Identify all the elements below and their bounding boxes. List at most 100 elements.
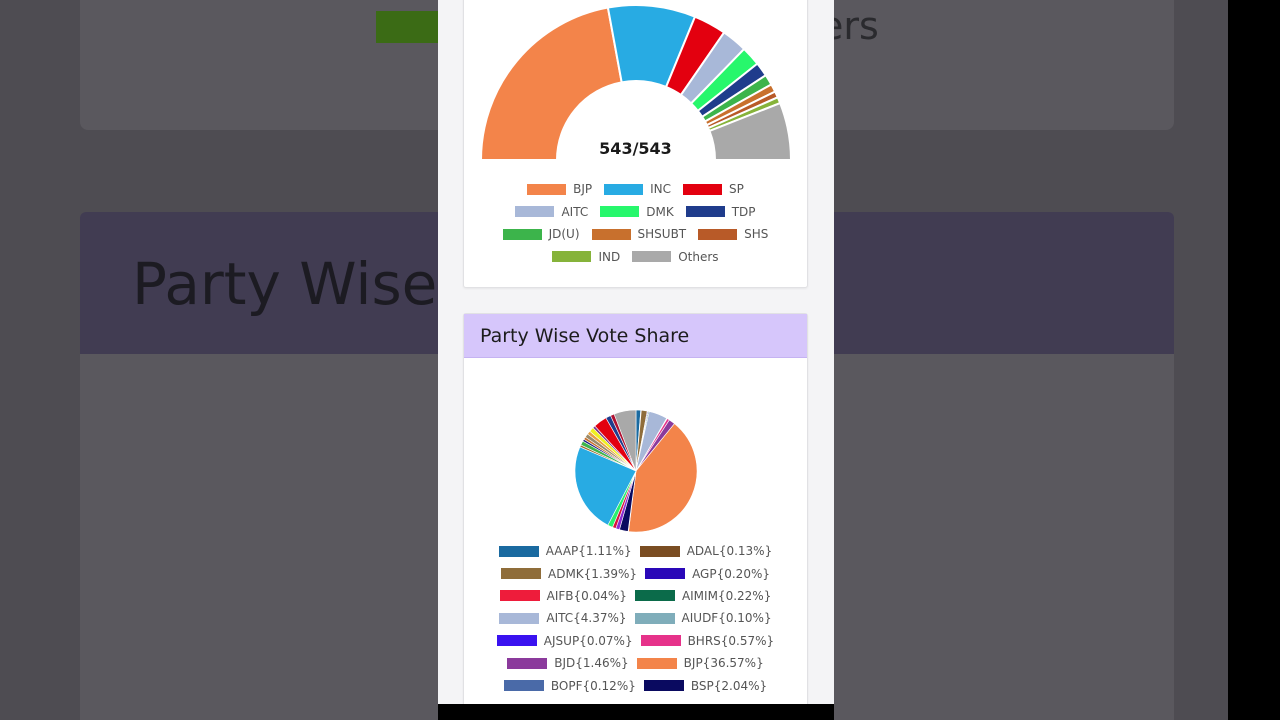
vote-legend-item-bhrs[interactable]: BHRS{0.57%} bbox=[640, 633, 775, 648]
vote-legend-item-ajsup[interactable]: AJSUP{0.07%} bbox=[496, 633, 633, 648]
seat-share-card: 543/543 BJP INC SP AITC DMK TDP JD(U) SHSUBT SHS… bbox=[463, 0, 808, 288]
legend-swatch bbox=[502, 228, 542, 240]
legend-swatch bbox=[515, 206, 555, 218]
legend-swatch bbox=[634, 612, 675, 624]
seat-chart-legend: BJP INC SP AITC DMK TDP JD(U) SHSUBT SHS IND Other… bbox=[464, 178, 807, 268]
legend-label: AIFB{0.04%} bbox=[546, 588, 627, 603]
legend-swatch bbox=[640, 635, 681, 647]
vote-legend-item-bjp[interactable]: BJP{36.57%} bbox=[636, 656, 764, 671]
legend-label: SHS bbox=[744, 227, 769, 242]
seat-slice-others[interactable] bbox=[708, 101, 793, 161]
legend-label: Others bbox=[678, 249, 719, 264]
legend-swatch bbox=[600, 206, 640, 218]
vote-share-card-header: Party Wise Vote Share bbox=[464, 314, 807, 358]
legend-label: TDP bbox=[731, 204, 756, 219]
legend-label: SP bbox=[729, 182, 744, 197]
seat-legend-item-aitc[interactable]: AITC bbox=[515, 205, 588, 219]
vote-slice-party-17[interactable] bbox=[574, 446, 637, 526]
vote-legend-row: ADMK{1.39%} AGP{0.20%} bbox=[464, 562, 807, 584]
seat-legend-item-shsubt[interactable]: SHSUBT bbox=[591, 227, 686, 241]
seat-legend-item-shs[interactable]: SHS bbox=[698, 227, 768, 241]
legend-label: AAAP{1.11%} bbox=[545, 544, 632, 559]
vote-legend-item-aimim[interactable]: AIMIM{0.22%} bbox=[634, 588, 772, 603]
legend-swatch bbox=[685, 206, 725, 218]
legend-label: IND bbox=[598, 249, 621, 264]
seat-legend-item-dmk[interactable]: DMK bbox=[600, 204, 674, 219]
legend-swatch bbox=[643, 680, 684, 692]
legend-swatch bbox=[501, 568, 541, 580]
seat-half-donut-chart bbox=[479, 4, 793, 161]
vote-legend-item-admk[interactable]: ADMK{1.39%} bbox=[501, 567, 637, 581]
seat-legend-item-bjp[interactable]: BJP bbox=[527, 182, 592, 196]
vote-legend-row: AJSUP{0.07%} BHRS{0.57%} bbox=[464, 630, 807, 652]
seat-legend-row: BJP INC SP bbox=[464, 178, 807, 201]
legend-label: AIMIM{0.22%} bbox=[681, 588, 772, 603]
legend-label: JD(U) bbox=[548, 227, 580, 242]
vote-legend-item-adal[interactable]: ADAL{0.13%} bbox=[639, 544, 772, 558]
seat-total-label: 543/543 bbox=[599, 139, 672, 158]
legend-label: AITC{4.37%} bbox=[546, 611, 627, 626]
seat-legend-item-ind[interactable]: IND bbox=[552, 250, 620, 264]
legend-label: DMK bbox=[646, 204, 674, 219]
legend-swatch bbox=[498, 545, 539, 557]
seat-legend-row: AITC DMK TDP bbox=[464, 201, 807, 224]
legend-swatch bbox=[496, 635, 537, 647]
vote-legend-row: BOPF{0.12%} BSP{2.04%} bbox=[464, 674, 807, 696]
seat-legend-row: JD(U) SHSUBT SHS bbox=[464, 223, 807, 246]
vote-share-card: Party Wise Vote Share AAAP{1.11%} ADAL{0.… bbox=[463, 313, 808, 704]
legend-label: BJP bbox=[573, 182, 593, 197]
vote-legend-item-bjd[interactable]: BJD{1.46%} bbox=[507, 656, 629, 671]
vote-legend-item-bsp[interactable]: BSP{2.04%} bbox=[643, 678, 768, 693]
mobile-viewport[interactable]: 543/543 BJP INC SP AITC DMK TDP JD(U) SHSUBT SHS… bbox=[438, 0, 834, 704]
vote-legend-item-aitc[interactable]: AITC{4.37%} bbox=[499, 611, 627, 626]
legend-swatch bbox=[634, 590, 675, 602]
legend-swatch bbox=[604, 183, 644, 195]
legend-label: INC bbox=[650, 182, 672, 197]
seat-legend-item-jd-u[interactable]: JD(U) bbox=[502, 227, 580, 242]
legend-swatch bbox=[499, 590, 540, 602]
legend-swatch bbox=[636, 657, 677, 669]
legend-swatch bbox=[645, 568, 686, 580]
legend-swatch bbox=[507, 657, 548, 669]
legend-label: AITC bbox=[561, 204, 589, 219]
seat-slice-bjp[interactable] bbox=[479, 6, 623, 161]
legend-label: BHRS{0.57%} bbox=[687, 633, 775, 648]
vote-legend-item-bopf[interactable]: BOPF{0.12%} bbox=[503, 678, 636, 693]
vote-legend-item-aaap[interactable]: AAAP{1.11%} bbox=[498, 544, 632, 559]
vote-legend-item-aifb[interactable]: AIFB{0.04%} bbox=[499, 588, 627, 603]
vote-legend-row: AIFB{0.04%} AIMIM{0.22%} bbox=[464, 585, 807, 607]
seat-legend-item-tdp[interactable]: TDP bbox=[685, 204, 756, 219]
background-legend-swatch bbox=[376, 11, 446, 43]
background-card-title: Party Wise bbox=[132, 250, 438, 318]
legend-swatch bbox=[591, 228, 631, 240]
legend-label: AIUDF{0.10%} bbox=[681, 611, 772, 626]
viewport-bottom-bar bbox=[438, 704, 834, 720]
legend-label: BSP{2.04%} bbox=[690, 678, 768, 693]
vote-legend-row: AAAP{1.11%} ADAL{0.13%} bbox=[464, 540, 807, 562]
legend-swatch bbox=[527, 183, 567, 195]
vote-legend-row: BJD{1.46%} BJP{36.57%} bbox=[464, 652, 807, 674]
legend-swatch bbox=[552, 251, 592, 263]
vote-slice-party-29[interactable] bbox=[613, 409, 637, 472]
legend-label: ADMK{1.39%} bbox=[548, 566, 638, 581]
legend-swatch bbox=[503, 680, 544, 692]
seat-legend-item-others[interactable]: Others bbox=[632, 249, 719, 264]
legend-swatch bbox=[639, 545, 680, 557]
vote-legend-item-agp[interactable]: AGP{0.20%} bbox=[645, 567, 770, 581]
legend-label: BJD{1.46%} bbox=[554, 656, 629, 671]
vote-share-pie-chart bbox=[574, 409, 698, 533]
legend-label: BJP{36.57%} bbox=[683, 656, 764, 671]
legend-swatch bbox=[499, 612, 540, 624]
legend-swatch bbox=[683, 183, 723, 195]
vote-share-title: Party Wise Vote Share bbox=[480, 324, 690, 347]
vote-legend-row: AITC{4.37%} AIUDF{0.10%} bbox=[464, 607, 807, 629]
vote-slice-bjp[interactable] bbox=[628, 423, 698, 533]
seat-legend-item-inc[interactable]: INC bbox=[604, 182, 671, 196]
vote-legend-item-aiudf[interactable]: AIUDF{0.10%} bbox=[634, 611, 772, 626]
legend-swatch bbox=[632, 251, 672, 263]
seat-legend-row: IND Others bbox=[464, 246, 807, 269]
legend-label: BOPF{0.12%} bbox=[550, 678, 636, 693]
legend-label: AJSUP{0.07%} bbox=[543, 633, 633, 648]
legend-label: AGP{0.20%} bbox=[692, 566, 770, 581]
seat-legend-item-sp[interactable]: SP bbox=[683, 182, 744, 196]
